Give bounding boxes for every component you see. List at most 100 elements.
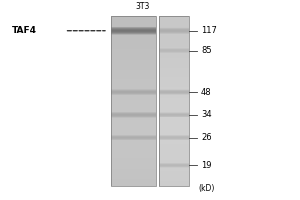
Bar — [111, 22, 156, 23]
Bar — [159, 185, 189, 186]
Bar — [159, 22, 189, 23]
Text: 26: 26 — [201, 133, 211, 142]
Bar — [159, 96, 189, 97]
Bar — [111, 128, 156, 129]
Bar — [111, 93, 156, 94]
Bar — [111, 58, 156, 59]
Bar — [159, 88, 189, 89]
Bar — [159, 102, 189, 103]
Bar — [111, 101, 156, 102]
Bar — [159, 107, 189, 108]
Bar — [159, 66, 189, 67]
Bar — [159, 160, 189, 161]
Bar — [159, 135, 189, 136]
Bar — [111, 155, 156, 156]
Bar — [111, 36, 156, 37]
Bar — [159, 106, 189, 107]
Bar — [111, 122, 156, 123]
Bar — [159, 110, 189, 111]
Bar — [159, 16, 189, 186]
Bar — [111, 86, 156, 87]
Bar — [159, 176, 189, 177]
Bar — [111, 71, 156, 72]
Bar — [111, 112, 156, 113]
Bar — [111, 67, 156, 68]
Bar — [159, 30, 189, 31]
Bar — [111, 37, 156, 38]
Bar — [111, 120, 156, 121]
Bar — [159, 154, 189, 155]
Bar — [159, 63, 189, 64]
Bar — [159, 42, 189, 43]
Bar — [111, 104, 156, 105]
Bar — [159, 53, 189, 54]
Bar — [111, 24, 156, 25]
Bar — [111, 26, 156, 27]
Bar — [111, 38, 156, 39]
Bar — [159, 76, 189, 77]
Bar — [111, 149, 156, 150]
Bar — [159, 16, 189, 17]
Bar — [159, 175, 189, 176]
Bar — [111, 65, 156, 66]
Bar — [159, 177, 189, 178]
Bar — [159, 33, 189, 34]
Bar — [111, 35, 156, 36]
Bar — [159, 178, 189, 179]
Bar — [111, 33, 156, 34]
Bar — [159, 77, 189, 78]
Bar — [111, 29, 156, 30]
Bar — [111, 85, 156, 86]
Bar — [159, 98, 189, 99]
Bar — [111, 107, 156, 108]
Bar — [159, 51, 189, 52]
Bar — [111, 54, 156, 55]
Bar — [159, 84, 189, 85]
Bar — [159, 150, 189, 151]
Bar — [111, 139, 156, 140]
Bar — [111, 140, 156, 141]
Bar — [111, 23, 156, 24]
Bar — [111, 177, 156, 178]
Bar — [111, 61, 156, 62]
Bar — [111, 184, 156, 185]
Bar — [159, 48, 189, 49]
Bar — [111, 173, 156, 174]
Bar — [159, 44, 189, 45]
Bar — [111, 70, 156, 71]
Bar — [111, 129, 156, 130]
Bar — [159, 37, 189, 38]
Bar — [159, 157, 189, 158]
Bar — [111, 90, 156, 91]
Bar — [111, 69, 156, 70]
Bar — [111, 126, 156, 127]
Bar — [111, 102, 156, 103]
Bar — [111, 146, 156, 147]
Bar — [111, 132, 156, 133]
Bar — [159, 166, 189, 167]
Bar — [159, 149, 189, 150]
Bar — [111, 21, 156, 22]
Bar — [111, 75, 156, 76]
Bar — [159, 23, 189, 24]
Bar — [111, 131, 156, 132]
Bar — [159, 18, 189, 19]
Bar — [111, 96, 156, 97]
Bar — [159, 104, 189, 105]
Bar — [111, 72, 156, 73]
Bar — [111, 124, 156, 125]
Bar — [111, 171, 156, 172]
Bar — [159, 68, 189, 69]
Bar — [159, 28, 189, 29]
Bar — [111, 60, 156, 61]
Bar — [111, 152, 156, 153]
Bar — [111, 97, 156, 98]
Bar — [159, 25, 189, 26]
Bar — [111, 79, 156, 80]
Text: (kD): (kD) — [198, 184, 214, 193]
Bar — [111, 28, 156, 29]
Bar — [159, 93, 189, 94]
Bar — [111, 32, 156, 33]
Bar — [159, 85, 189, 86]
Bar — [111, 40, 156, 41]
